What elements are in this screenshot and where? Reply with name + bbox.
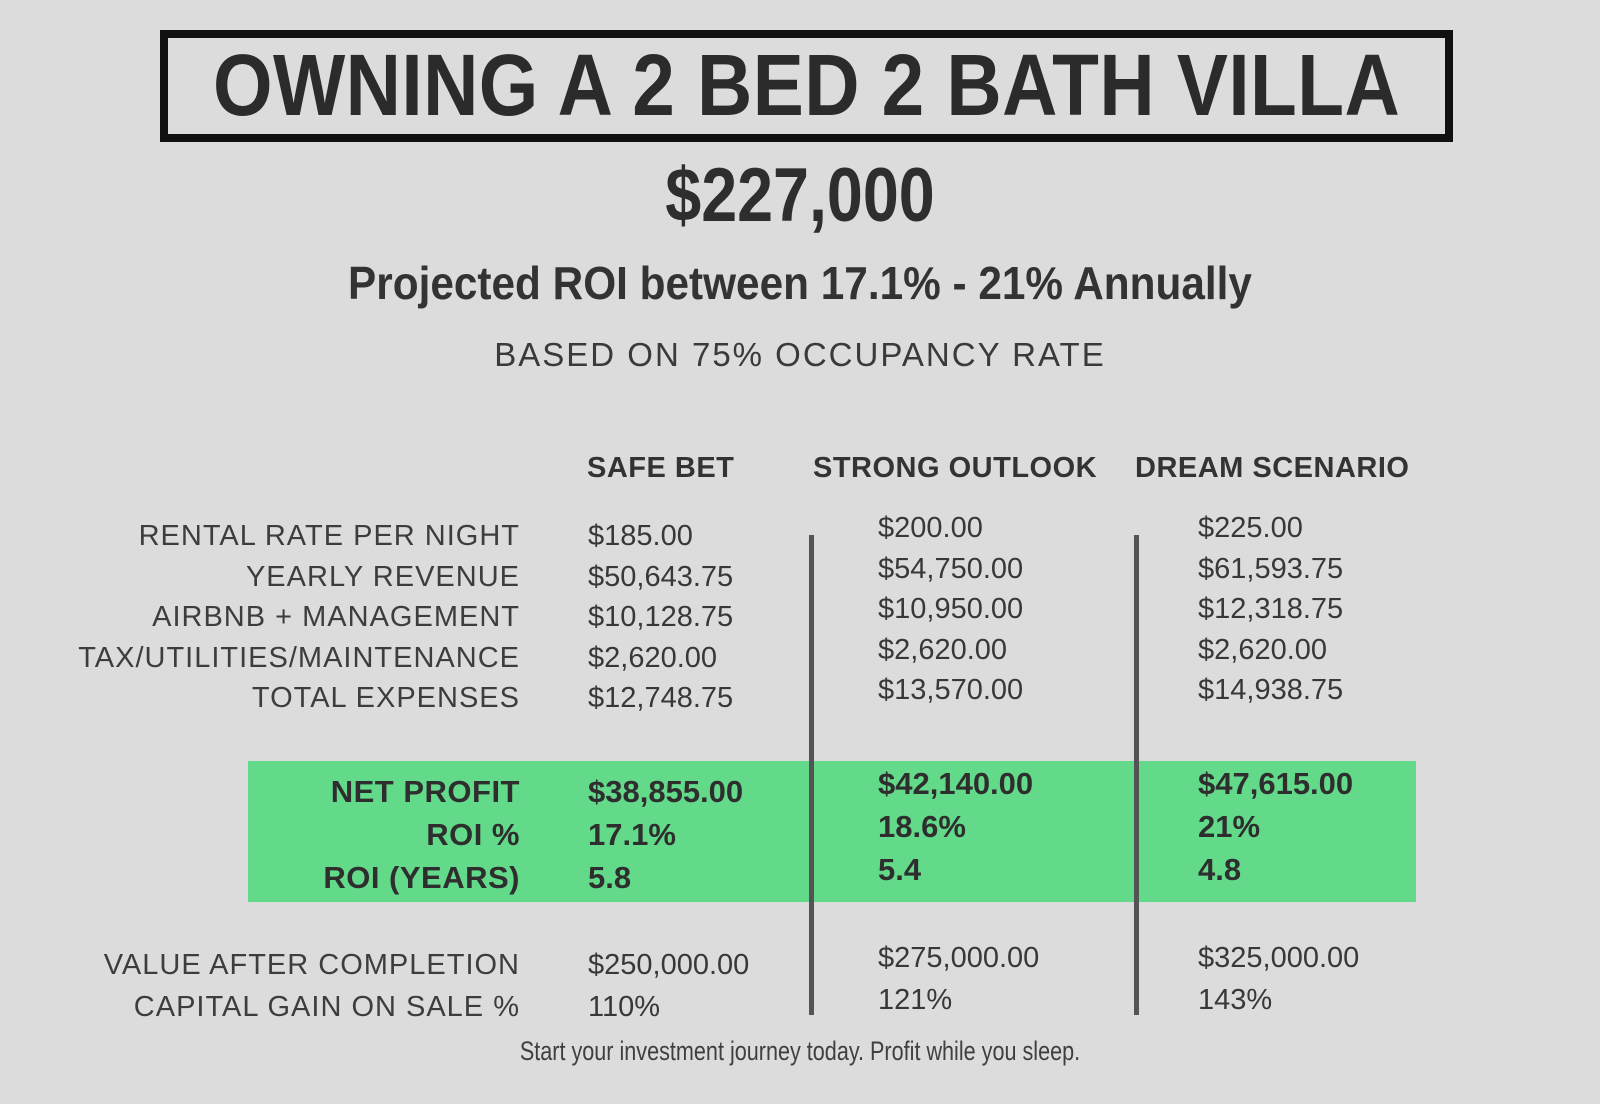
cell-value: $200.00 — [878, 512, 983, 544]
cell-value: $47,615.00 — [1198, 766, 1354, 801]
price-value: $227,000 — [665, 153, 935, 238]
sale-values-safe-bet: $250,000.00 110% — [588, 944, 749, 1028]
sale-values-strong-outlook: $275,000.00 121% — [878, 937, 1039, 1021]
expense-values-strong-outlook: $200.00 $54,750.00 $10,950.00 $2,620.00 … — [878, 508, 1023, 711]
cell-value: 17.1% — [588, 817, 676, 852]
cell-value: $38,855.00 — [588, 774, 744, 809]
cell-value: $50,643.75 — [588, 560, 734, 593]
profit-values-safe-bet: $38,855.00 17.1% 5.8 — [588, 770, 743, 899]
cell-value: $250,000.00 — [588, 949, 750, 981]
row-label: VALUE AFTER COMPLETION — [103, 949, 520, 981]
cell-value: 5.4 — [878, 852, 922, 887]
cell-value: 110% — [588, 991, 661, 1023]
profit-row-labels: NET PROFIT ROI % ROI (YEARS) — [40, 770, 520, 899]
column-header-safe-bet: SAFE BET — [587, 452, 735, 484]
cell-value: $2,620.00 — [878, 633, 1008, 666]
profit-values-dream-scenario: $47,615.00 21% 4.8 — [1198, 762, 1353, 891]
cell-value: 4.8 — [1198, 852, 1242, 887]
page-title: OWNING A 2 BED 2 BATH VILLA — [212, 37, 1401, 134]
cell-value: $325,000.00 — [1198, 942, 1360, 974]
cell-value: 143% — [1198, 984, 1273, 1016]
row-label: ROI (YEARS) — [323, 860, 520, 895]
column-divider — [1134, 535, 1139, 1015]
row-label: TOTAL EXPENSES — [251, 682, 520, 714]
cell-value: $10,128.75 — [588, 601, 734, 633]
title-box: OWNING A 2 BED 2 BATH VILLA — [160, 30, 1453, 142]
cell-value: $13,570.00 — [878, 674, 1024, 706]
cell-value: $2,620.00 — [1198, 633, 1328, 666]
expense-values-safe-bet: $185.00 $50,643.75 $10,128.75 $2,620.00 … — [588, 516, 733, 719]
cell-value: 5.8 — [588, 860, 632, 895]
row-label: ROI % — [426, 817, 520, 852]
footer-tagline: Start your investment journey today. Pro… — [519, 1036, 1081, 1066]
column-divider — [809, 535, 814, 1015]
cell-value: $54,750.00 — [878, 552, 1024, 585]
profit-values-strong-outlook: $42,140.00 18.6% 5.4 — [878, 762, 1033, 891]
expense-row-labels: RENTAL RATE PER NIGHT YEARLY REVENUE AIR… — [40, 516, 520, 719]
cell-value: 18.6% — [878, 809, 966, 844]
cell-value: $14,938.75 — [1198, 674, 1344, 706]
column-header-strong-outlook: STRONG OUTLOOK — [813, 452, 1098, 484]
occupancy-note: BASED ON 75% OCCUPANCY RATE — [494, 336, 1106, 373]
row-label: YEARLY REVENUE — [245, 560, 520, 593]
cell-value: $42,140.00 — [878, 766, 1034, 801]
row-label: RENTAL RATE PER NIGHT — [138, 520, 520, 552]
cell-value: $185.00 — [588, 520, 693, 552]
profit-highlight-band — [248, 761, 1416, 902]
cell-value: $12,318.75 — [1198, 593, 1344, 625]
sale-row-labels: VALUE AFTER COMPLETION CAPITAL GAIN ON S… — [40, 944, 520, 1028]
row-label: AIRBNB + MANAGEMENT — [152, 601, 520, 633]
cell-value: $2,620.00 — [588, 641, 718, 674]
cell-value: $12,748.75 — [588, 682, 734, 714]
column-header-dream-scenario: DREAM SCENARIO — [1135, 452, 1410, 484]
row-label: CAPITAL GAIN ON SALE % — [133, 991, 520, 1023]
row-label: TAX/UTILITIES/MAINTENANCE — [78, 641, 520, 674]
cell-value: $275,000.00 — [878, 942, 1040, 974]
sale-values-dream-scenario: $325,000.00 143% — [1198, 937, 1359, 1021]
expense-values-dream-scenario: $225.00 $61,593.75 $12,318.75 $2,620.00 … — [1198, 508, 1343, 711]
cell-value: 121% — [878, 984, 953, 1016]
cell-value: $225.00 — [1198, 512, 1303, 544]
cell-value: $61,593.75 — [1198, 552, 1344, 585]
row-label: NET PROFIT — [330, 774, 520, 809]
cell-value: $10,950.00 — [878, 593, 1024, 625]
cell-value: 21% — [1198, 809, 1261, 844]
roi-projection-line: Projected ROI between 17.1% - 21% Annual… — [348, 257, 1252, 309]
